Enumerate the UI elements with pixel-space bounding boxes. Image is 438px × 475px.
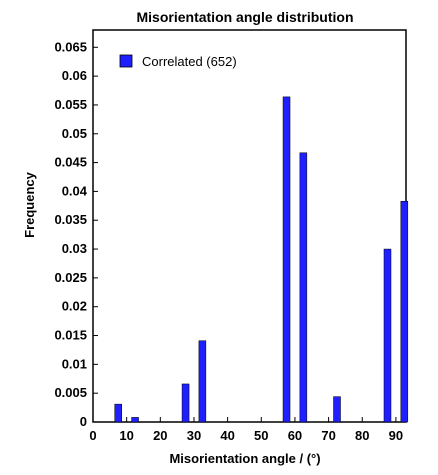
y-tick-label: 0.03 xyxy=(62,241,87,256)
bar xyxy=(198,340,207,423)
x-tick-label: 60 xyxy=(288,428,302,443)
x-tick-label: 40 xyxy=(220,428,234,443)
y-tick-label: 0.025 xyxy=(54,270,87,285)
bar-series xyxy=(114,96,409,423)
y-tick-label: 0.005 xyxy=(54,385,87,400)
bar xyxy=(282,96,291,423)
bar xyxy=(400,200,409,423)
y-tick-label: 0.065 xyxy=(54,39,87,54)
y-tick-label: 0.01 xyxy=(62,356,87,371)
y-tick-label: 0.055 xyxy=(54,97,87,112)
x-tick-label: 0 xyxy=(89,428,96,443)
legend-label: Correlated (652) xyxy=(142,54,237,69)
bar xyxy=(114,403,122,423)
chart-title: Misorientation angle distribution xyxy=(137,9,354,25)
y-tick-label: 0.045 xyxy=(54,155,87,170)
y-tick-label: 0.015 xyxy=(54,328,87,343)
bar xyxy=(181,383,190,423)
x-axis-label: Misorientation angle / (°) xyxy=(169,451,320,466)
bar xyxy=(333,396,341,423)
bar xyxy=(131,417,139,423)
bar xyxy=(299,152,308,423)
plot-frame xyxy=(92,29,407,423)
y-axis: 0 0.005 0.01 0.015 0.02 0.025 0.03 0.035 0.04 0.0… xyxy=(54,39,98,429)
y-axis-label: Frequency xyxy=(22,171,37,238)
y-tick-label: 0.035 xyxy=(54,212,87,227)
x-tick-label: 10 xyxy=(119,428,133,443)
y-tick-label: 0.05 xyxy=(62,126,87,141)
y-tick-label: 0.02 xyxy=(62,299,87,314)
legend-swatch xyxy=(119,54,133,68)
x-tick-label: 70 xyxy=(321,428,335,443)
x-tick-label: 80 xyxy=(355,428,369,443)
y-tick-label: 0.04 xyxy=(62,183,88,198)
x-tick-label: 30 xyxy=(187,428,201,443)
x-tick-label: 90 xyxy=(389,428,403,443)
x-axis: 0 10 20 30 40 50 60 70 80 90 xyxy=(89,417,403,443)
x-tick-label: 20 xyxy=(153,428,167,443)
x-tick-label: 50 xyxy=(254,428,268,443)
legend: Correlated (652) xyxy=(119,54,237,69)
y-tick-label: 0 xyxy=(80,414,87,429)
y-tick-label: 0.06 xyxy=(62,68,87,83)
bar xyxy=(383,248,392,423)
